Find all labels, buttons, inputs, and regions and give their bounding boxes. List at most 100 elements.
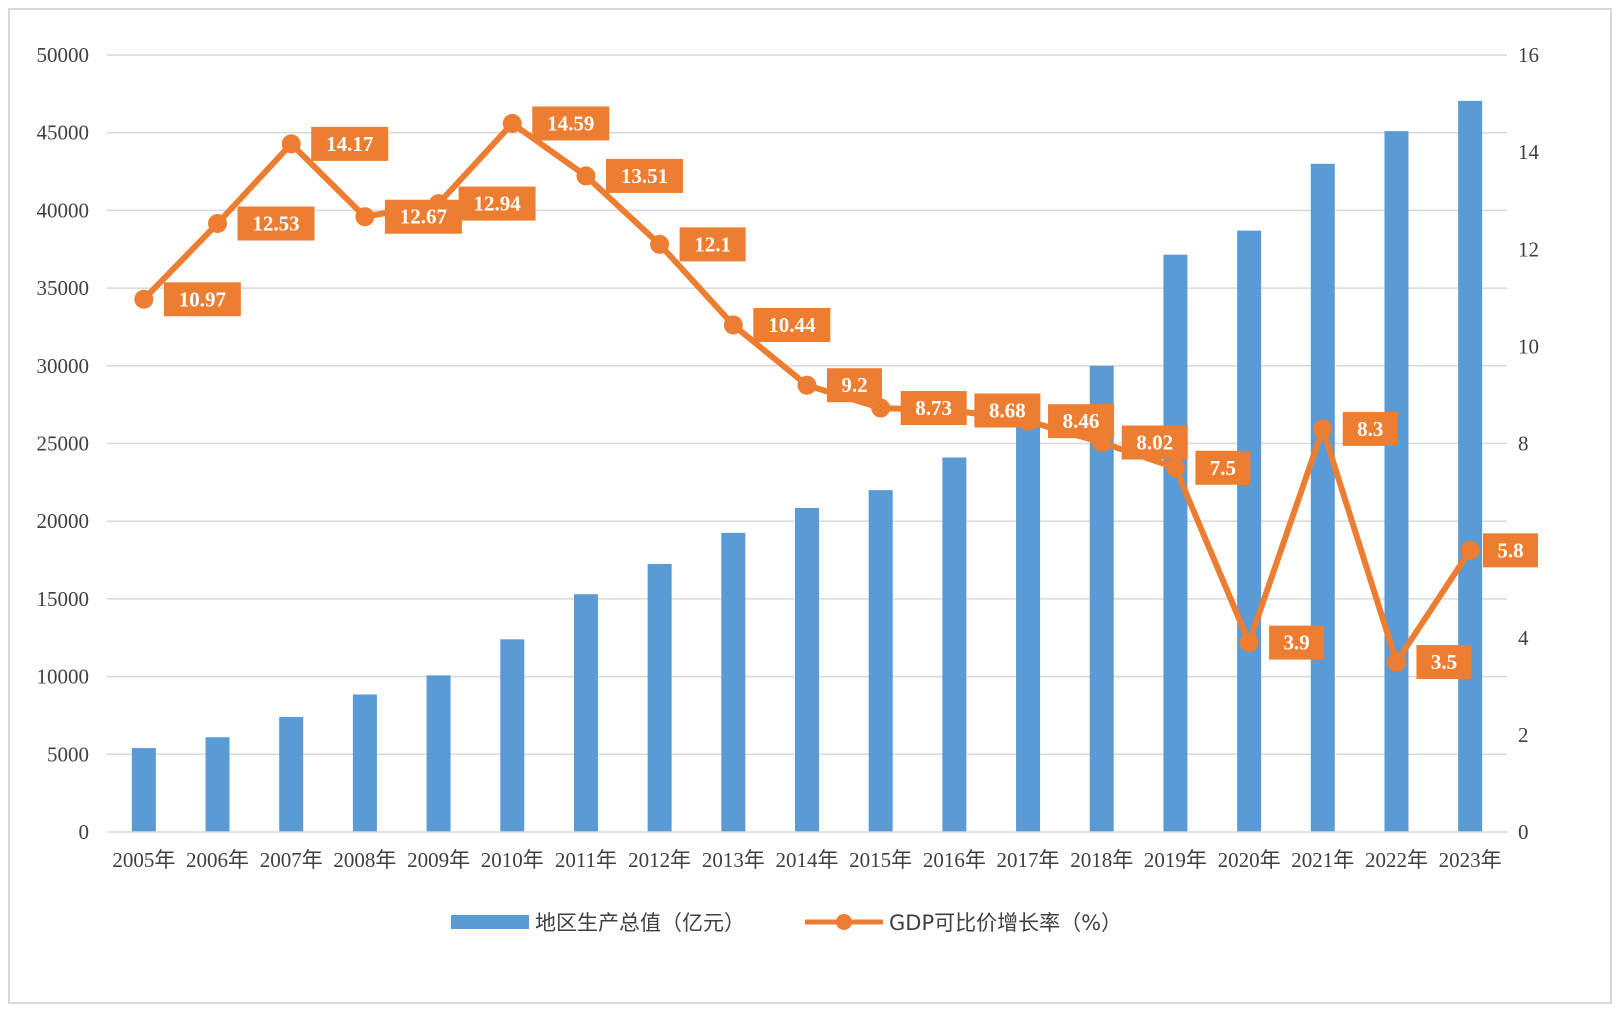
data-label: 8.3 <box>1357 417 1383 441</box>
left-axis-ticks: 0 5000 10000 15000 20000 25000 30000 35000 40000… <box>37 43 90 844</box>
data-label-box <box>1483 533 1538 568</box>
data-label-box <box>1416 645 1472 680</box>
bar <box>942 457 967 832</box>
data-label-box <box>1048 404 1115 439</box>
data-label: 3.5 <box>1431 650 1457 674</box>
x-axis-tick-label: 2019年 <box>1144 848 1207 872</box>
x-axis-tick-label: 2021年 <box>1291 848 1354 872</box>
data-label: 12.94 <box>473 192 521 216</box>
data-label-box <box>679 227 746 262</box>
left-axis-tick-label: 35000 <box>37 276 90 300</box>
line-point <box>355 207 375 227</box>
line-series <box>134 113 1480 672</box>
x-axis-tick-label: 2011年 <box>555 848 617 872</box>
data-label-box <box>1342 411 1398 446</box>
right-axis-tick-label: 16 <box>1518 43 1539 67</box>
x-axis-tick-label: 2016年 <box>923 848 986 872</box>
data-label: 5.8 <box>1497 538 1523 562</box>
right-axis-tick-label: 12 <box>1518 237 1539 261</box>
x-axis-tick-label: 2012年 <box>628 848 691 872</box>
line-point <box>871 398 891 418</box>
data-label: 12.67 <box>400 205 447 229</box>
data-label-box <box>163 282 241 317</box>
chart-frame: 0 5000 10000 15000 20000 25000 30000 35000 40000… <box>8 8 1612 1004</box>
bar <box>205 737 230 832</box>
x-axis-tick-label: 2013年 <box>702 848 765 872</box>
x-axis-tick-label: 2009年 <box>407 848 470 872</box>
line-point <box>208 214 228 234</box>
left-axis-tick-label: 30000 <box>37 354 90 378</box>
data-label-box <box>384 199 462 234</box>
line-data-labels: 10.97 12.53 14.17 12.67 12.94 14.59 13.51 12.1 1… <box>163 106 1538 680</box>
bar <box>647 563 672 832</box>
left-axis-tick-label: 20000 <box>37 509 90 533</box>
line-point <box>281 134 301 154</box>
x-axis-tick-label: 2014年 <box>776 848 839 872</box>
data-label: 9.2 <box>841 373 867 397</box>
left-axis-tick-label: 25000 <box>37 432 90 456</box>
right-axis-tick-label: 0 <box>1518 820 1529 844</box>
bar <box>721 532 746 832</box>
data-label: 10.44 <box>768 313 816 337</box>
legend-swatch-bar <box>451 915 529 929</box>
gdp-combo-chart: 0 5000 10000 15000 20000 25000 30000 35000 40000… <box>37 43 1540 935</box>
right-axis-tick-label: 10 <box>1518 334 1539 358</box>
data-label: 12.53 <box>252 212 299 236</box>
data-label-box <box>605 158 683 193</box>
bar <box>868 490 893 832</box>
line-point <box>1239 633 1259 653</box>
legend-label-line: GDP可比价增长率（%） <box>889 911 1122 935</box>
left-axis-tick-label: 0 <box>79 820 90 844</box>
left-axis-tick-label: 10000 <box>37 665 90 689</box>
right-axis-tick-label: 4 <box>1518 626 1529 650</box>
line-point <box>502 113 522 133</box>
x-axis-tick-label: 2005年 <box>112 848 175 872</box>
data-label-box <box>311 126 389 161</box>
data-label-box <box>532 106 610 141</box>
line-point <box>576 166 596 186</box>
gridlines <box>107 54 1507 756</box>
x-axis-tick-label: 2008年 <box>333 848 396 872</box>
line-point <box>1386 652 1406 672</box>
x-axis-tick-label: 2007年 <box>260 848 323 872</box>
legend-swatch-marker <box>836 914 852 930</box>
right-axis-tick-label: 2 <box>1518 723 1529 747</box>
data-label: 12.1 <box>694 232 731 256</box>
bar <box>795 507 819 832</box>
data-label-box <box>1121 425 1188 460</box>
right-axis-ticks: 0246810121416 <box>1518 43 1540 844</box>
right-axis-tick-label: 8 <box>1518 432 1529 456</box>
data-label-box <box>1195 450 1251 485</box>
data-label-box <box>1269 625 1325 660</box>
bar <box>1016 412 1041 832</box>
bar <box>1458 100 1483 832</box>
x-axis-ticks: 2005年 2006年 2007年 2008年 2009年 2010年 2011年 2012年… <box>112 848 1501 872</box>
x-axis-tick-label: 2010年 <box>481 848 544 872</box>
left-axis-tick-label: 50000 <box>37 43 90 67</box>
data-label-box <box>753 308 831 343</box>
bar <box>279 717 304 832</box>
x-axis-tick-label: 2020年 <box>1218 848 1281 872</box>
bar <box>352 694 377 832</box>
data-label-box <box>237 206 315 241</box>
data-label: 3.9 <box>1283 631 1309 655</box>
x-axis-tick-label: 2017年 <box>997 848 1060 872</box>
right-axis-tick-label: 14 <box>1518 140 1540 164</box>
bar <box>1163 254 1188 833</box>
bar <box>1310 163 1335 832</box>
data-label: 8.02 <box>1136 431 1173 455</box>
line-point <box>650 234 670 254</box>
data-label: 8.68 <box>989 398 1026 422</box>
data-label-box <box>900 391 967 426</box>
line-point <box>723 315 743 335</box>
bar <box>573 594 598 832</box>
legend: 地区生产总值（亿元） GDP可比价增长率（%） <box>451 911 1122 935</box>
left-axis-tick-label: 15000 <box>37 587 90 611</box>
data-label: 14.17 <box>326 132 373 156</box>
left-axis-tick-label: 5000 <box>47 742 89 766</box>
data-label: 7.5 <box>1210 456 1236 480</box>
bar <box>426 675 451 832</box>
data-label: 14.59 <box>547 111 594 135</box>
x-axis-tick-label: 2018年 <box>1070 848 1133 872</box>
data-label: 13.51 <box>621 164 668 188</box>
